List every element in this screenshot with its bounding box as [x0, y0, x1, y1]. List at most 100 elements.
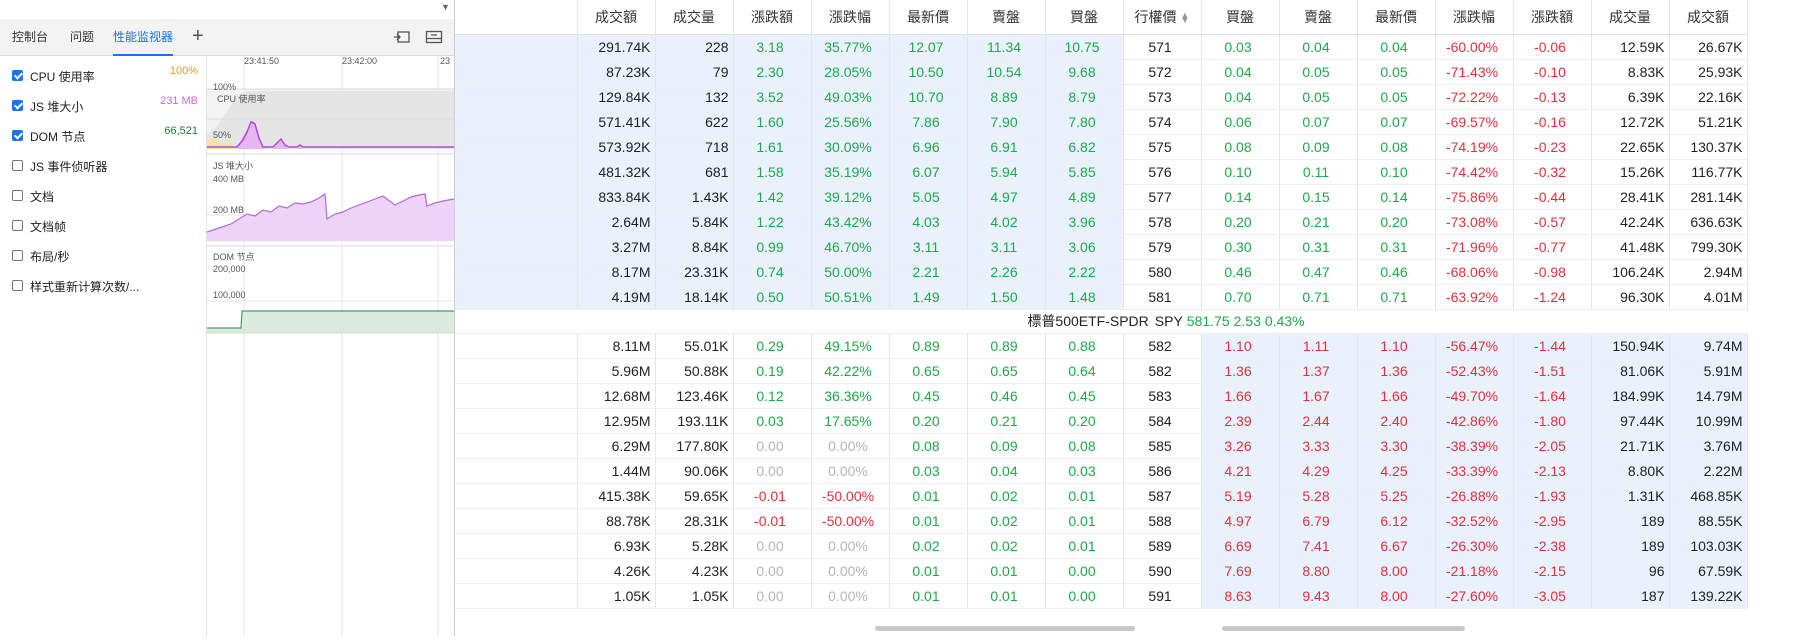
puts-horizontal-scrollbar[interactable] [1222, 626, 1465, 631]
column-header[interactable]: 賣盤 [967, 0, 1046, 35]
column-header[interactable]: 成交額 [577, 0, 656, 35]
tab-issues[interactable]: 问题 [70, 30, 95, 44]
table-cell: 8.80 [1279, 558, 1358, 584]
table-cell: -75.86% [1435, 184, 1514, 210]
table-row[interactable]: 3.27M 8.84K 0.99 46.70% 3.11 3.11 3.06 579 0.30 0… [455, 234, 1748, 260]
table-cell: 0.01 [967, 558, 1046, 584]
column-header[interactable]: 最新價 [1357, 0, 1436, 35]
tab-console[interactable]: 控制台 [12, 30, 49, 44]
table-cell: 281.14K [1669, 184, 1748, 210]
table-cell: -3.05 [1513, 583, 1592, 609]
table-cell: 5.05 [889, 184, 968, 210]
table-cell: 4.29 [1279, 458, 1358, 484]
table-row[interactable]: 4.26K 4.23K 0.00 0.00% 0.01 0.01 0.00 590 7.69 8.… [455, 558, 1748, 584]
table-cell: 21.71K [1591, 433, 1670, 459]
option-chain-panel: 成交額 成交量 漲跌額 漲跌幅 最新價 賣盤 買盤 行權價 ▲ ▼ 買盤 賣盤 最新價 漲跌幅 漲跌額 成交量… [455, 0, 1794, 636]
checkbox-checked-icon[interactable] [12, 130, 23, 141]
table-row[interactable]: 6.93K 5.28K 0.00 0.00% 0.02 0.02 0.01 589 6.69 7.… [455, 533, 1748, 559]
column-header[interactable]: 行權價 ▲ ▼ [1123, 0, 1202, 35]
column-header[interactable]: 最新價 [889, 0, 968, 35]
table-row[interactable]: 481.32K 681 1.58 35.19% 6.07 5.94 5.85 576 0.10 0… [455, 159, 1748, 185]
table-row[interactable]: 4.19M 18.14K 0.50 50.51% 1.49 1.50 1.48 581 0.70… [455, 284, 1748, 310]
table-row[interactable]: 88.78K 28.31K -0.01 -50.00% 0.01 0.02 0.01 588 4… [455, 508, 1748, 534]
table-row[interactable]: 2.64M 5.84K 1.22 43.42% 4.03 4.02 3.96 578 0.20 0… [455, 209, 1748, 235]
underlying-price-cell: 標普500ETF-SPDR SPY 581.75 2.53 0.43% [455, 309, 1747, 334]
row-stub [455, 358, 578, 384]
table-cell: 6.93K [577, 533, 656, 559]
checkbox-unchecked-icon[interactable] [12, 190, 23, 201]
table-cell: 5.85 [1045, 159, 1124, 185]
row-stub [455, 408, 578, 434]
table-row[interactable]: 8.11M 55.01K 0.29 49.15% 0.89 0.89 0.88 582 1.10… [455, 333, 1748, 359]
metric-item[interactable]: 布局/秒 [12, 247, 198, 267]
table-cell: 0.70 [1201, 284, 1280, 310]
dock-side-icon[interactable] [425, 30, 443, 44]
table-cell: 87.23K [577, 59, 656, 85]
add-tab-button[interactable]: + [192, 25, 204, 47]
table-row[interactable]: 8.17M 23.31K 0.74 50.00% 2.21 2.26 2.22 580 0.46… [455, 259, 1748, 285]
row-stub [455, 84, 578, 110]
row-stub [455, 433, 578, 459]
column-header[interactable]: 成交額 [1669, 0, 1748, 35]
table-cell: 1.10 [1201, 333, 1280, 359]
table-cell: 3.11 [889, 234, 968, 260]
column-header[interactable]: 買盤 [1201, 0, 1280, 35]
table-cell: 0.45 [889, 383, 968, 409]
table-row[interactable]: 12.68M 123.46K 0.12 36.36% 0.45 0.46 0.45 583 1.… [455, 383, 1748, 409]
row-stub [455, 508, 578, 534]
checkbox-unchecked-icon[interactable] [12, 160, 23, 171]
table-row[interactable]: 129.84K 132 3.52 49.03% 10.70 8.89 8.79 573 0.04… [455, 84, 1748, 110]
table-row[interactable]: 12.95M 193.11K 0.03 17.65% 0.20 0.21 0.20 584 2.… [455, 408, 1748, 434]
metric-item[interactable]: CPU 使用率 100% [12, 65, 198, 87]
column-header-label: 成交額 [1687, 8, 1729, 25]
metric-item[interactable]: 文档 [12, 187, 198, 207]
row-stub [455, 259, 578, 285]
row-stub [455, 333, 578, 359]
toggle-device-icon[interactable] [393, 30, 411, 44]
table-cell: -1.64 [1513, 383, 1592, 409]
table-row[interactable]: 291.74K 228 3.18 35.77% 12.07 11.34 10.75 571 0.… [455, 34, 1748, 60]
column-header[interactable]: 成交量 [655, 0, 734, 35]
table-row[interactable]: 1.05K 1.05K 0.00 0.00% 0.01 0.01 0.00 591 8.63 9.… [455, 583, 1748, 609]
metric-item[interactable]: DOM 节点 66,521 [12, 125, 198, 147]
checkbox-unchecked-icon[interactable] [12, 280, 23, 291]
metric-item[interactable]: 样式重新计算次数/... [12, 277, 198, 297]
column-header[interactable]: 漲跌幅 [1435, 0, 1514, 35]
table-row[interactable]: 6.29M 177.80K 0.00 0.00% 0.08 0.09 0.08 585 3.26… [455, 433, 1748, 459]
calls-horizontal-scrollbar[interactable] [875, 626, 1135, 631]
table-cell: 0.08 [1201, 134, 1280, 160]
table-cell: 580 [1123, 259, 1202, 285]
checkbox-checked-icon[interactable] [12, 100, 23, 111]
table-cell: 3.11 [967, 234, 1046, 260]
tab-performance-monitor[interactable]: 性能监视器 [113, 19, 174, 56]
checkbox-unchecked-icon[interactable] [12, 250, 23, 261]
metric-item[interactable]: 文档帧 [12, 217, 198, 237]
dom-tick-100k: 100,000 [213, 290, 246, 300]
underlying-code: SPY [1154, 313, 1183, 329]
table-row[interactable]: 87.23K 79 2.30 28.05% 10.50 10.54 9.68 572 0.04 0… [455, 59, 1748, 85]
metric-item[interactable]: JS 堆大小 231 MB [12, 95, 198, 117]
table-row[interactable]: 573.92K 718 1.61 30.09% 6.96 6.91 6.82 575 0.08 0… [455, 134, 1748, 160]
table-cell: 6.12 [1357, 508, 1436, 534]
column-header[interactable]: 漲跌幅 [811, 0, 890, 35]
table-row[interactable]: 1.44M 90.06K 0.00 0.00% 0.03 0.04 0.03 586 4.21 4… [455, 458, 1748, 484]
column-header[interactable]: 成交量 [1591, 0, 1670, 35]
column-header[interactable]: 買盤 [1045, 0, 1124, 35]
table-row[interactable]: 5.96M 50.88K 0.19 42.22% 0.65 0.65 0.64 582 1.36… [455, 358, 1748, 384]
column-header[interactable]: 漲跌額 [733, 0, 812, 35]
column-header[interactable]: 賣盤 [1279, 0, 1358, 35]
column-header-label: 成交量 [673, 8, 715, 25]
table-row[interactable]: 571.41K 622 1.60 25.56% 7.86 7.90 7.80 574 0.06 0… [455, 109, 1748, 135]
row-stub [455, 209, 578, 235]
metric-label: CPU 使用率 [30, 70, 95, 84]
column-header[interactable]: 漲跌額 [1513, 0, 1592, 35]
table-row[interactable]: 833.84K 1.43K 1.42 39.12% 5.05 4.97 4.89 577 0.1… [455, 184, 1748, 210]
checkbox-unchecked-icon[interactable] [12, 220, 23, 231]
table-cell: 0.08 [1357, 134, 1436, 160]
metric-item[interactable]: JS 事件侦听器 [12, 157, 198, 177]
table-row[interactable]: 415.38K 59.65K -0.01 -50.00% 0.01 0.02 0.01 587… [455, 483, 1748, 509]
table-cell: 25.56% [811, 109, 890, 135]
checkbox-checked-icon[interactable] [12, 70, 23, 81]
sort-icon[interactable]: ▲ ▼ [1180, 10, 1190, 26]
panel-menu-arrow-icon[interactable]: ▼ [441, 2, 450, 12]
